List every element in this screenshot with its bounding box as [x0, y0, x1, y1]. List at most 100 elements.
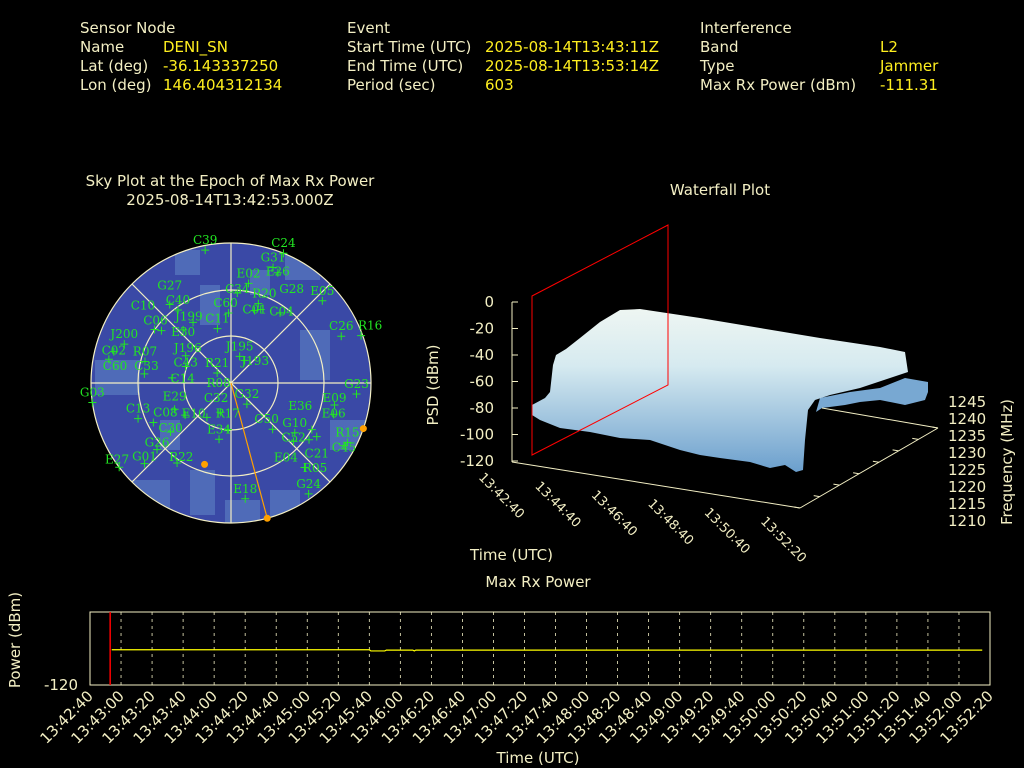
satellite-marker [215, 435, 224, 444]
satellite-label: C40 [166, 293, 190, 307]
satellite-E06: E06 [322, 406, 346, 420]
satellite-marker [150, 325, 159, 334]
event-end-label: End Time (UTC) [347, 57, 464, 75]
satellite-E27: E27 [105, 452, 129, 472]
interference-heading: Interference [700, 19, 792, 37]
satellite-marker [268, 425, 277, 434]
satellite-marker [173, 306, 182, 315]
satellite-E04: E04 [274, 435, 314, 464]
satellite-marker [241, 494, 250, 503]
time-tick-label: 13:50:40 [701, 505, 753, 557]
satellite-marker [202, 413, 211, 422]
event-start-label: Start Time (UTC) [347, 38, 472, 56]
satellite-marker [329, 410, 338, 419]
satellite-label: G24 [296, 477, 321, 491]
satellite-label: E02 [237, 266, 261, 280]
frequency-tick-mark [931, 426, 939, 429]
satellite-G23: G23 [344, 377, 369, 398]
satellite-J196: J196 [172, 341, 202, 360]
z-tick-label: -80 [470, 399, 495, 417]
satellite-C32: C32 [204, 391, 228, 417]
satellite-label: C02 [102, 344, 126, 358]
satellite-label: C21 [305, 447, 329, 461]
satellite-label: R21 [205, 356, 229, 370]
waterfall-z-label: PSD (dBm) [424, 344, 442, 425]
satellite-label: J199 [173, 310, 203, 324]
interference-layer [201, 382, 367, 522]
satellite-marker [289, 437, 298, 446]
satellite-C10: C10 [131, 299, 159, 334]
satellite-marker [304, 489, 313, 498]
satellite-marker [307, 425, 316, 434]
satellite-marker [134, 414, 143, 423]
satellite-label: E18 [233, 482, 257, 496]
satellite-label: G31 [261, 251, 286, 265]
satellite-G27: G27 [157, 279, 182, 309]
satellite-E09: E09 [322, 391, 346, 409]
satellite-marker [216, 408, 225, 417]
satellite-C45: C45 [332, 441, 356, 455]
maxpower-grid [120, 612, 960, 685]
satellite-label: G01 [132, 450, 157, 464]
satellite-marker [115, 463, 124, 472]
satellite-marker [181, 362, 190, 371]
satellite-label: G03 [80, 385, 105, 399]
satellite-C06: C06 [143, 314, 168, 335]
interference-type-value: Jammer [880, 57, 939, 75]
sensor-lon-value: 146.404312134 [163, 76, 283, 94]
satellite-G28: G28 [276, 282, 304, 317]
frequency-tick-mark [793, 506, 801, 509]
satellite-E29: E29 [163, 389, 187, 414]
satellite-label: C13 [126, 402, 150, 416]
waterfall-plot: 0-20-40-60-80-100-120 121012151220122512… [424, 224, 1016, 566]
skyplot-subtitle: 2025-08-14T13:42:53.000Z [126, 191, 334, 209]
satellite-label: C33 [134, 359, 158, 373]
satellite-marker [224, 309, 233, 318]
satellite-marker [181, 351, 190, 360]
satellite-label: E36 [288, 399, 312, 413]
satellite-R17: R17 [216, 407, 240, 434]
satellite-label: R20 [252, 287, 276, 301]
frequency-tick-mark [892, 449, 899, 452]
satellite-C30: C30 [158, 421, 183, 436]
satellite-marker [244, 279, 253, 288]
satellite-marker [140, 459, 149, 468]
waterfall-time-label: Time (UTC) [469, 546, 553, 564]
satellite-marker [189, 318, 198, 327]
satellite-E05: E05 [310, 284, 334, 305]
satellite-marker [181, 411, 190, 420]
satellite-marker [213, 368, 222, 377]
satellite-R20: R20 [252, 287, 277, 308]
event-period-value: 603 [485, 76, 514, 94]
z-tick-label: -20 [470, 320, 495, 338]
satellite-marker [201, 246, 210, 255]
satellite-marker [305, 435, 314, 444]
satellite-marker [213, 324, 222, 333]
satellite-E10: E10 [181, 407, 206, 421]
satellite-label: C06 [143, 314, 167, 328]
interference-band-label: Band [700, 38, 739, 56]
sensor-name-label: Name [80, 38, 125, 56]
z-tick-label: -60 [470, 373, 495, 391]
satellite-E34: E34 [207, 422, 231, 444]
time-tick-label: 13:42:40 [475, 470, 527, 522]
satellite-label: E34 [207, 422, 231, 436]
satellite-label: R22 [169, 450, 193, 464]
frequency-tick-mark [912, 437, 919, 440]
satellite-G03: G03 [80, 385, 105, 407]
z-tick-label: -120 [460, 452, 494, 470]
event-start-value: 2025-08-14T13:43:11Z [485, 38, 659, 56]
satellite-marker [254, 299, 263, 308]
satellite-J200: J200 [108, 327, 138, 349]
satellite-label: C08 [153, 406, 177, 420]
satellite-label: R15 [335, 425, 359, 439]
satellite-marker [149, 418, 158, 427]
satellite-label: C50 [254, 412, 278, 426]
satellite-marker [165, 300, 174, 309]
satellite-label: G32 [234, 387, 259, 401]
satellite-E30: E30 [171, 325, 195, 339]
satellite-J193: J193 [239, 354, 269, 368]
interference-band-value: L2 [880, 38, 898, 56]
